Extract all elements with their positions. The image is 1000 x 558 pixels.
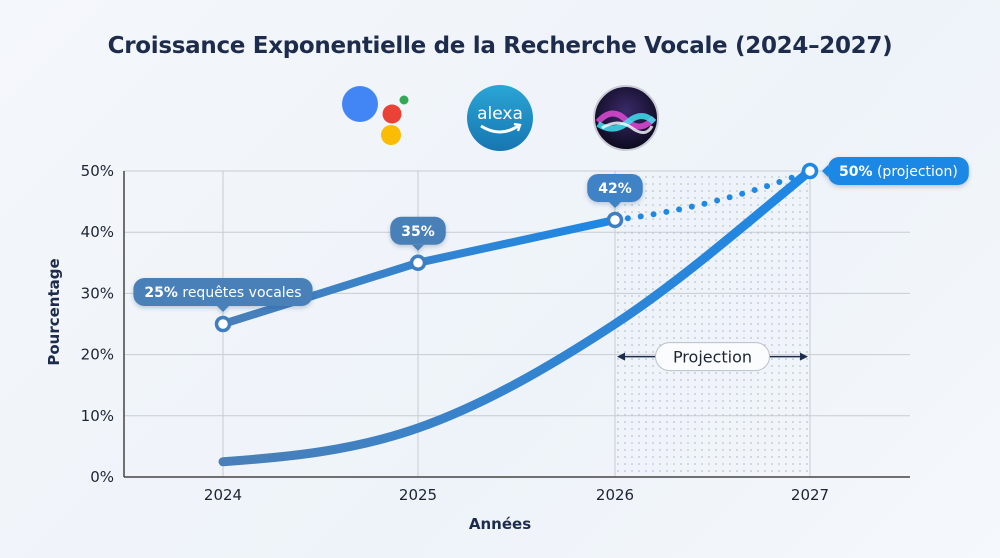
series-2-line [218,166,815,467]
data-label-text: 42% [598,181,632,197]
series-1-point [214,315,232,333]
data-label-bubble [390,216,446,245]
data-label-pointer [822,165,828,177]
data-label-part: 50% [839,164,873,180]
data-label: 50% (projection) [822,157,969,185]
data-label-pointer [217,306,229,312]
data-label-bubble [828,157,969,185]
y-tick-label: 10% [81,407,114,425]
data-label-text: 25% requêtes vocales [144,285,301,301]
data-label-pointer [609,201,621,208]
series-1-projection-dotted [612,168,813,223]
google-assistant-logo [342,86,409,145]
y-tick-label: 40% [81,223,114,241]
series-1-point [409,254,427,272]
arrow-right-icon [800,352,808,361]
projection-label-box [655,342,770,372]
x-axis-label: Années [469,515,531,533]
series-1-point [606,211,624,229]
y-tick-label: 30% [81,284,114,302]
data-label-bubble [133,278,313,306]
data-label-part: requêtes vocales [178,285,302,301]
data-label: 35% [390,216,446,251]
x-tick-label: 2024 [204,486,242,504]
arrow-left-icon [617,352,625,361]
data-label-part: 25% [144,285,178,301]
data-label-part: 35% [401,224,435,240]
data-label-text: 50% (projection) [839,164,958,180]
y-axis-label: Pourcentage [45,258,63,365]
projection-label: Projection [673,348,752,367]
data-label-part: 42% [598,181,632,197]
data-label: 42% [587,173,643,208]
data-label-bubble [587,173,643,202]
series-1-point [801,162,819,180]
data-label-pointer [412,244,424,251]
y-tick-label: 0% [90,468,114,486]
data-label-part: (projection) [873,164,958,180]
data-label: 25% requêtes vocales [133,278,313,312]
projection-region [615,171,810,477]
x-tick-label: 2027 [791,486,829,504]
alexa-logo: alexa [467,85,533,151]
y-tick-label: 20% [81,346,114,364]
x-tick-label: 2025 [399,486,437,504]
y-tick-label: 50% [81,162,114,180]
alexa-logo-text: alexa [477,104,523,124]
x-tick-label: 2026 [596,486,634,504]
data-label-text: 35% [401,224,435,240]
chart-title: Croissance Exponentielle de la Recherche… [107,33,893,59]
siri-logo [593,85,659,151]
